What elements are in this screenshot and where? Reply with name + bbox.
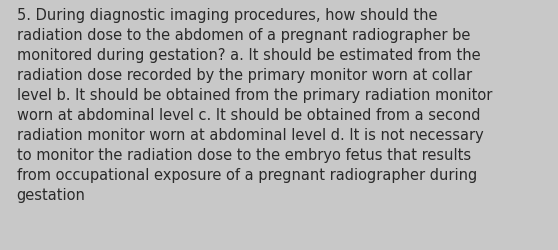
Text: 5. During diagnostic imaging procedures, how should the
radiation dose to the ab: 5. During diagnostic imaging procedures,… xyxy=(17,8,492,202)
